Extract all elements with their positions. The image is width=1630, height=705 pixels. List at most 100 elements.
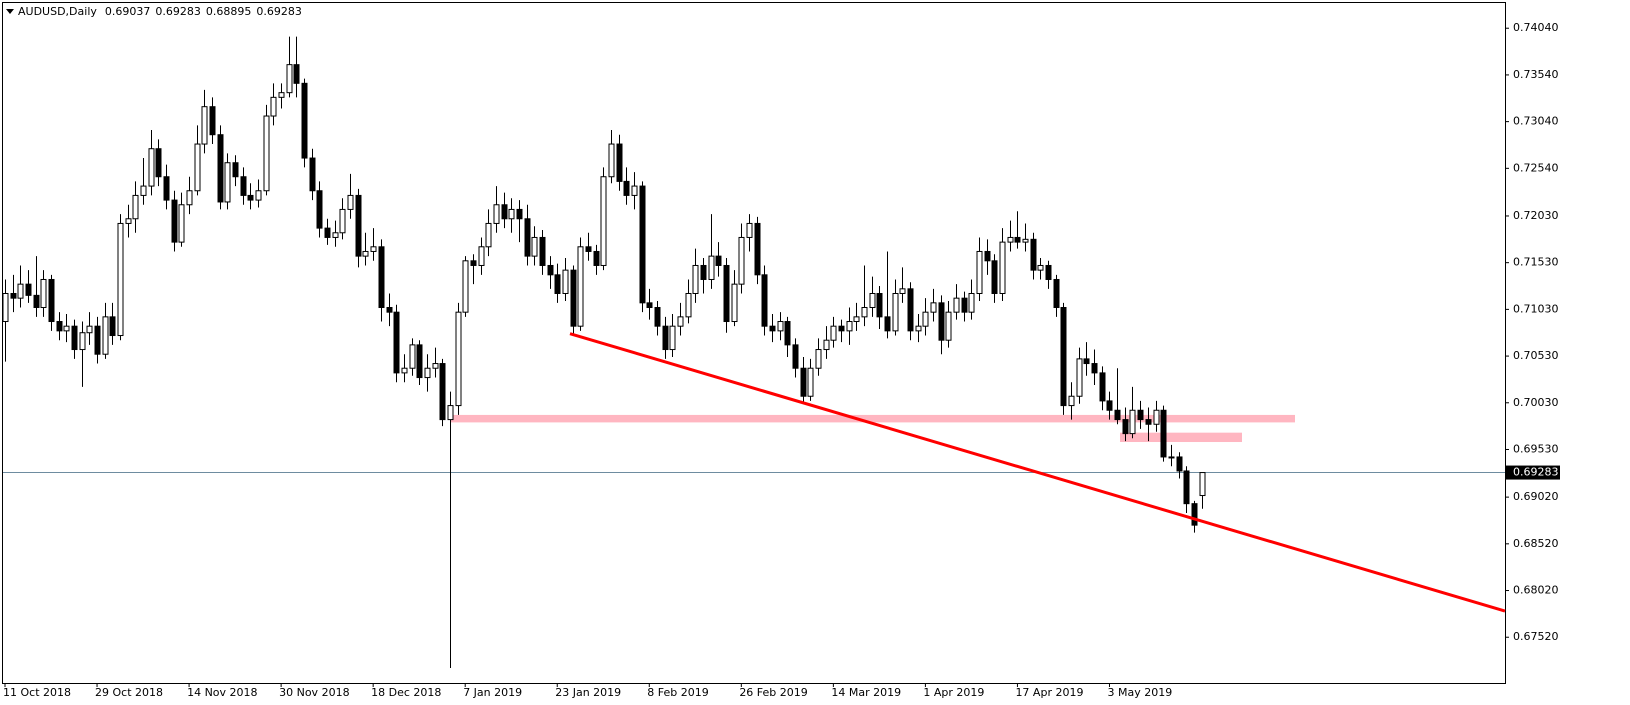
candle-body (370, 246, 377, 252)
candle-body (616, 143, 623, 182)
candle-body (991, 260, 998, 294)
candle-body (432, 363, 439, 369)
candle-body (846, 321, 853, 332)
candle-body (10, 292, 17, 299)
candle-body (132, 194, 139, 220)
candle-body (17, 283, 24, 299)
candle-body (1137, 409, 1144, 421)
open-value: 0.69037 (105, 5, 151, 18)
candle-body (570, 269, 577, 327)
candle-body (263, 115, 270, 192)
candle-body (692, 264, 699, 294)
x-tick-label: 30 Nov 2018 (279, 686, 349, 699)
candle-body (769, 325, 776, 332)
candle-body (1106, 400, 1113, 411)
candle-body (48, 278, 55, 323)
candle-body (347, 194, 354, 210)
candle-body (999, 241, 1006, 294)
candle-body (378, 246, 385, 309)
candle-body (1114, 409, 1121, 421)
candle-body (247, 194, 254, 201)
candle-body (1168, 456, 1175, 459)
candle-body (1060, 307, 1067, 407)
candle-body (1091, 363, 1098, 374)
candle-body (1022, 238, 1029, 243)
candle-body (547, 264, 554, 276)
candle-body (455, 311, 462, 407)
x-tick-label: 7 Jan 2019 (463, 686, 522, 699)
candle-body (33, 294, 40, 309)
candle-body (1160, 409, 1167, 458)
x-tick-label: 11 Oct 2018 (3, 686, 71, 699)
candle-body (79, 332, 86, 351)
x-tick-label: 8 Feb 2019 (647, 686, 708, 699)
candle-body (332, 232, 339, 238)
close-value: 0.69283 (256, 5, 302, 18)
candle-body (646, 302, 653, 309)
trendline (569, 332, 1506, 613)
candle-body (309, 157, 316, 192)
candle-body (186, 190, 193, 206)
candle-body (876, 292, 883, 318)
candle-body (194, 143, 201, 192)
candle-body (968, 292, 975, 313)
candle-body (439, 363, 446, 421)
candle-body (516, 208, 523, 220)
candle-body (608, 143, 615, 178)
x-tick-label: 17 Apr 2019 (1015, 686, 1083, 699)
candle-body (56, 321, 63, 332)
candle-body (593, 250, 600, 266)
candle-body (1199, 472, 1206, 497)
candle-body (800, 367, 807, 397)
y-tick-label: 0.69020 (1513, 490, 1559, 503)
candle-body (447, 405, 454, 421)
candle-body (869, 292, 876, 309)
chart-title: AUDUSD,Daily (18, 5, 97, 18)
candle-body (240, 176, 247, 196)
x-tick-label: 3 May 2019 (1107, 686, 1172, 699)
candle-body (669, 325, 676, 351)
candle-body (922, 311, 929, 327)
candle-body (677, 316, 684, 327)
candle-body (171, 199, 178, 243)
candle-body (25, 283, 32, 296)
candle-body (1053, 278, 1060, 309)
candle-body (462, 260, 469, 313)
candle-body (178, 204, 185, 243)
candle-body (938, 302, 945, 341)
candle-body (761, 274, 768, 327)
candle-body (823, 339, 830, 351)
candle-body (86, 325, 93, 334)
candle-body (1068, 395, 1075, 407)
candle-body (984, 250, 991, 262)
y-tick-label: 0.73040 (1513, 115, 1559, 128)
candle-body (232, 162, 239, 178)
candle-body (807, 367, 814, 397)
candle-body (562, 269, 569, 294)
candle-body (301, 82, 308, 159)
candle-body (201, 106, 208, 145)
candle-body (40, 278, 47, 309)
candle-body (286, 64, 293, 94)
y-tick-label: 0.70530 (1513, 349, 1559, 362)
candle-body (685, 292, 692, 318)
candle-body (554, 274, 561, 294)
candle-body (393, 311, 400, 374)
candle-body (386, 307, 393, 313)
candle-body (899, 288, 906, 294)
candle-body (1183, 470, 1190, 505)
candle-body (125, 218, 132, 224)
candle-body (1122, 419, 1129, 435)
candle-body (1099, 372, 1106, 402)
candle-body (976, 250, 983, 294)
candle-body (1129, 409, 1136, 435)
candle-body (324, 227, 331, 238)
candle-body (493, 204, 500, 224)
candle-body (148, 148, 155, 187)
candle-body (623, 180, 630, 196)
high-value: 0.69283 (155, 5, 201, 18)
candle-body (316, 190, 323, 229)
candle-body (662, 325, 669, 351)
candle-body (270, 96, 277, 117)
